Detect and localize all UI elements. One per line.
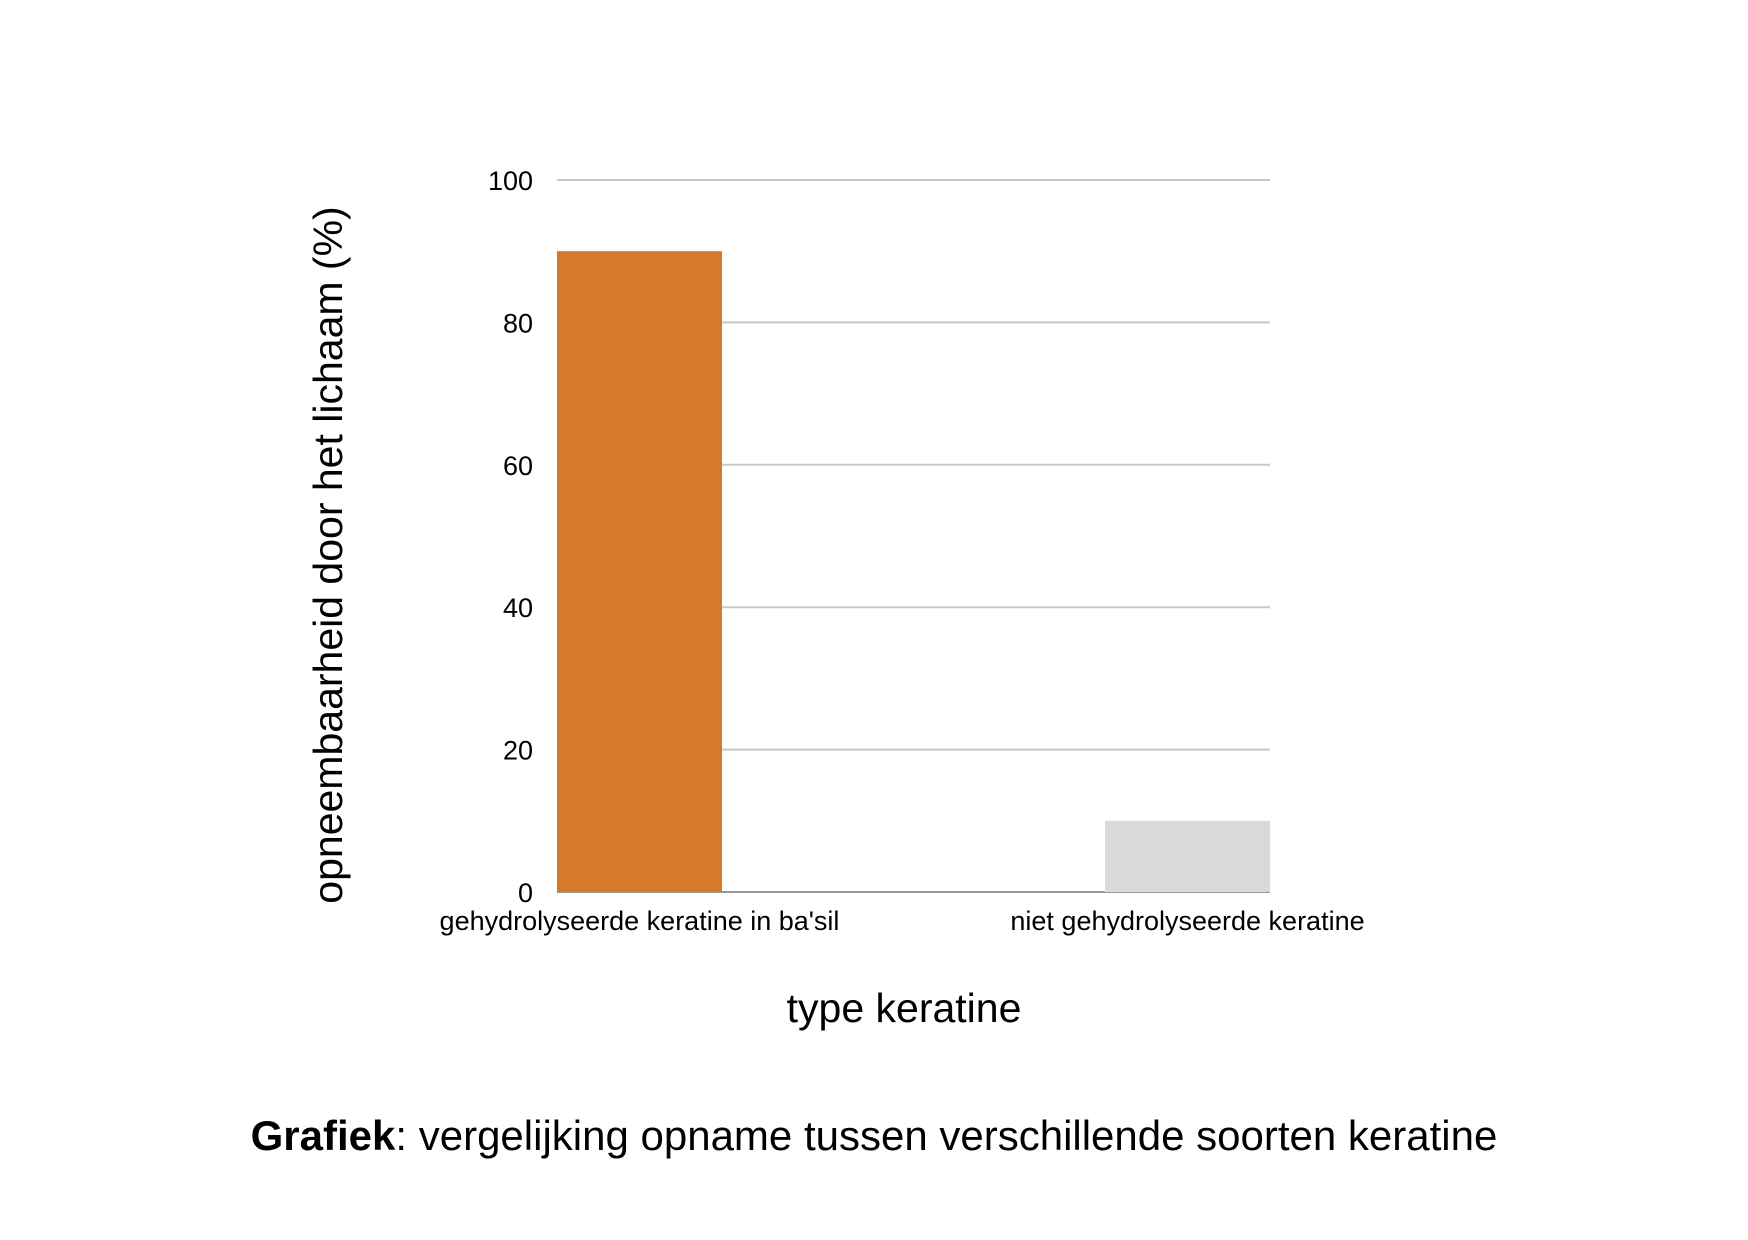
y-tick-label: 80 xyxy=(503,308,533,338)
bars xyxy=(557,251,1270,892)
x-axis-title: type keratine xyxy=(787,985,1022,1031)
caption-text: : vergelijking opname tussen verschillen… xyxy=(395,1112,1498,1159)
bar-2 xyxy=(1105,820,1270,892)
category-label: niet gehydrolyseerde keratine xyxy=(1010,906,1364,936)
y-tick-label: 0 xyxy=(518,878,533,908)
y-tick-label: 40 xyxy=(503,593,533,623)
bar-1 xyxy=(557,251,722,892)
caption-bold-label: Grafiek xyxy=(250,1112,396,1159)
y-tick-labels: 0 20 40 60 80 100 xyxy=(488,166,533,908)
category-labels: gehydrolyseerde keratine in ba'sil niet g… xyxy=(440,906,1365,936)
category-label: gehydrolyseerde keratine in ba'sil xyxy=(440,906,840,936)
y-axis-title: opneembaarheid door het lichaam (%) xyxy=(305,206,351,903)
y-tick-label: 60 xyxy=(503,451,533,481)
chart-caption: Grafiek: vergelijking opname tussen vers… xyxy=(0,1110,1748,1162)
y-tick-label: 100 xyxy=(488,166,533,196)
y-tick-label: 20 xyxy=(503,736,533,766)
